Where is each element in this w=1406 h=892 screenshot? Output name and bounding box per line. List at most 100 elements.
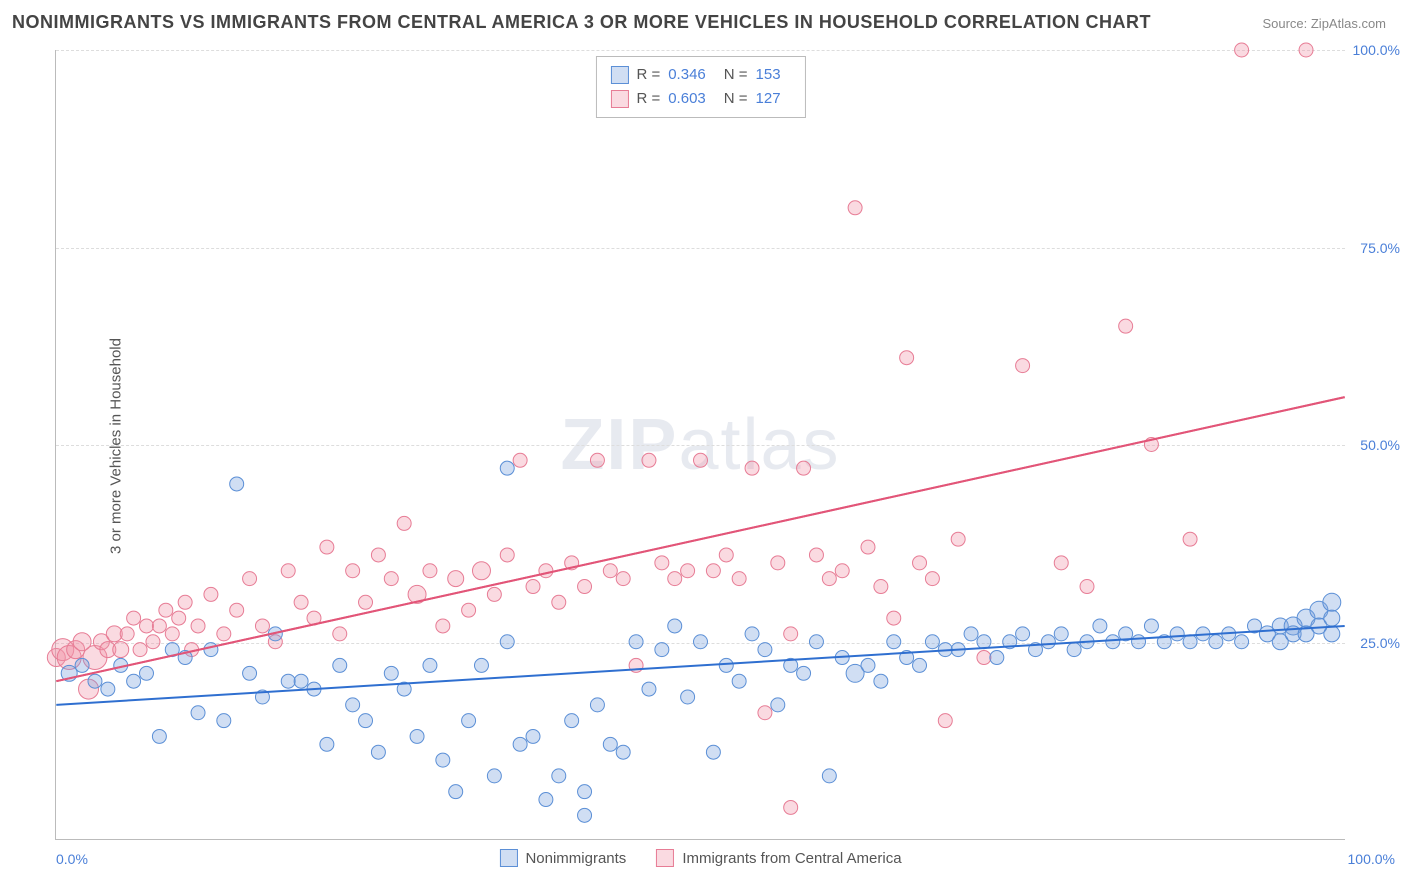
data-point — [1054, 627, 1068, 641]
data-point — [397, 516, 411, 530]
source-label: Source: ZipAtlas.com — [1262, 16, 1386, 31]
data-point — [526, 729, 540, 743]
data-point — [436, 753, 450, 767]
data-point — [784, 800, 798, 814]
y-tick-label: 25.0% — [1350, 635, 1400, 651]
data-point — [101, 682, 115, 696]
data-point — [590, 453, 604, 467]
data-point — [1183, 532, 1197, 546]
y-tick-label: 75.0% — [1350, 240, 1400, 256]
data-point — [140, 619, 154, 633]
data-point — [410, 729, 424, 743]
legend: NonimmigrantsImmigrants from Central Ame… — [499, 849, 901, 867]
data-point — [578, 580, 592, 594]
legend-label: Immigrants from Central America — [682, 850, 901, 867]
data-point — [127, 611, 141, 625]
data-point — [1144, 619, 1158, 633]
data-point — [784, 627, 798, 641]
data-point — [230, 603, 244, 617]
data-point — [874, 580, 888, 594]
data-point — [487, 769, 501, 783]
data-point — [732, 572, 746, 586]
data-point — [694, 453, 708, 467]
series-swatch — [610, 66, 628, 84]
data-point — [642, 682, 656, 696]
correlation-row: R =0.346N =153 — [610, 63, 790, 87]
data-point — [745, 627, 759, 641]
data-point — [513, 453, 527, 467]
data-point — [578, 785, 592, 799]
data-point — [668, 572, 682, 586]
data-point — [178, 595, 192, 609]
data-point — [771, 698, 785, 712]
data-point — [1016, 359, 1030, 373]
data-point — [1324, 610, 1340, 626]
data-point — [925, 572, 939, 586]
data-point — [719, 548, 733, 562]
correlation-box: R =0.346N =153R =0.603N =127 — [595, 56, 805, 118]
data-point — [436, 619, 450, 633]
data-point — [243, 666, 257, 680]
data-point — [990, 651, 1004, 665]
data-point — [120, 627, 134, 641]
data-point — [146, 635, 160, 649]
data-point — [539, 564, 553, 578]
data-point — [281, 564, 295, 578]
data-point — [887, 611, 901, 625]
data-point — [113, 642, 129, 658]
data-point — [217, 714, 231, 728]
data-point — [655, 643, 669, 657]
data-point — [1093, 619, 1107, 633]
data-point — [88, 674, 102, 688]
data-point — [758, 706, 772, 720]
data-point — [320, 540, 334, 554]
series-swatch — [610, 90, 628, 108]
data-point — [848, 201, 862, 215]
data-point — [706, 564, 720, 578]
data-point — [797, 666, 811, 680]
data-point — [346, 698, 360, 712]
data-point — [500, 461, 514, 475]
data-point — [951, 532, 965, 546]
data-point — [745, 461, 759, 475]
data-point — [294, 674, 308, 688]
data-point — [294, 595, 308, 609]
data-point — [1041, 635, 1055, 649]
data-point — [629, 635, 643, 649]
data-point — [913, 658, 927, 672]
data-point — [938, 714, 952, 728]
data-point — [1324, 626, 1340, 642]
data-point — [359, 595, 373, 609]
data-point — [1209, 635, 1223, 649]
data-point — [758, 643, 772, 657]
data-point — [165, 627, 179, 641]
data-point — [333, 658, 347, 672]
data-point — [320, 737, 334, 751]
data-point — [127, 674, 141, 688]
series-swatch — [656, 849, 674, 867]
data-point — [191, 619, 205, 633]
data-point — [204, 643, 218, 657]
legend-item: Immigrants from Central America — [656, 849, 901, 867]
data-point — [526, 580, 540, 594]
data-point — [243, 572, 257, 586]
data-point — [75, 658, 89, 672]
y-tick-label: 100.0% — [1350, 42, 1400, 58]
data-point — [1235, 635, 1249, 649]
data-point — [384, 666, 398, 680]
data-point — [487, 587, 501, 601]
data-point — [590, 698, 604, 712]
chart-title: NONIMMIGRANTS VS IMMIGRANTS FROM CENTRAL… — [12, 12, 1151, 33]
data-point — [1054, 556, 1068, 570]
data-point — [1016, 627, 1030, 641]
data-point — [706, 745, 720, 759]
data-point — [513, 737, 527, 751]
x-tick-label: 100.0% — [1348, 851, 1395, 867]
data-point — [913, 556, 927, 570]
plot-area: ZIPatlas 25.0%50.0%75.0%100.0% 0.0%100.0… — [55, 50, 1345, 840]
data-point — [565, 714, 579, 728]
data-point — [822, 769, 836, 783]
data-point — [887, 635, 901, 649]
data-point — [474, 658, 488, 672]
data-point — [448, 571, 464, 587]
